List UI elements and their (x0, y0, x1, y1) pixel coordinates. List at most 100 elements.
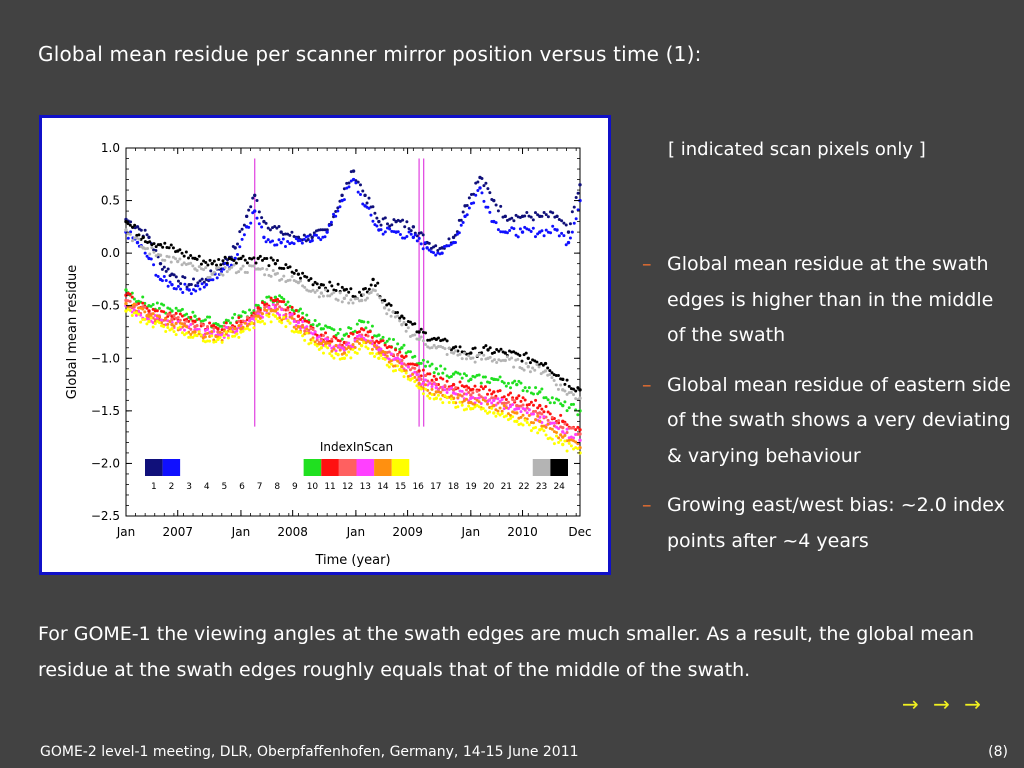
data-point (438, 247, 442, 251)
data-point (290, 305, 294, 309)
data-point (576, 208, 580, 212)
data-point (317, 236, 321, 240)
data-point (566, 230, 571, 234)
data-point (563, 382, 567, 386)
data-point (139, 320, 143, 324)
data-point (477, 400, 481, 404)
data-point (406, 375, 410, 379)
data-point (145, 233, 149, 237)
data-point (436, 393, 440, 397)
data-point (351, 301, 355, 305)
series-10 (124, 307, 582, 455)
data-point (576, 425, 580, 429)
data-point (365, 201, 369, 205)
data-point (155, 301, 159, 305)
data-point (326, 294, 330, 298)
data-point (264, 221, 268, 225)
data-point (276, 311, 280, 315)
data-point (191, 330, 195, 334)
data-point (381, 339, 385, 343)
data-point (465, 392, 468, 396)
legend-swatch (338, 459, 357, 476)
data-point (371, 205, 375, 209)
data-point (449, 242, 453, 246)
data-point (494, 414, 498, 418)
data-point (531, 218, 535, 222)
data-point (553, 215, 557, 219)
data-point (328, 352, 332, 356)
data-point (427, 241, 431, 245)
data-point (438, 252, 442, 256)
data-point (480, 351, 484, 355)
data-point (496, 228, 500, 232)
data-point (387, 337, 391, 341)
data-point (479, 385, 483, 389)
data-point (542, 210, 546, 214)
next-arrows-icon[interactable]: → → → (902, 692, 985, 716)
data-point (281, 237, 285, 241)
data-point (424, 373, 428, 377)
data-point (366, 334, 370, 338)
data-point (347, 301, 351, 305)
data-point (408, 350, 412, 354)
data-point (434, 367, 439, 371)
data-point (486, 205, 490, 209)
data-point (539, 362, 543, 366)
data-point (462, 351, 466, 355)
data-point (174, 275, 178, 279)
data-point (560, 231, 564, 235)
data-point (250, 311, 254, 315)
data-point (306, 234, 310, 238)
data-point (542, 234, 546, 238)
data-point (151, 307, 155, 311)
data-point (269, 256, 273, 260)
data-point (241, 329, 245, 333)
data-point (519, 415, 523, 419)
data-point (154, 254, 158, 258)
data-point (141, 307, 145, 311)
data-point (139, 245, 143, 249)
data-point (373, 343, 377, 347)
data-point (526, 364, 530, 369)
data-point (305, 325, 309, 329)
data-point (356, 190, 360, 194)
data-point (467, 354, 471, 358)
data-point (273, 261, 278, 266)
data-point (185, 331, 189, 335)
legend-label: 21 (501, 482, 512, 492)
data-point (265, 302, 269, 306)
data-point (342, 187, 346, 191)
data-point (566, 240, 571, 245)
data-point (490, 401, 494, 405)
data-point (128, 292, 132, 296)
data-point (419, 242, 423, 246)
data-point (471, 356, 475, 360)
data-point (195, 269, 199, 273)
legend-swatch (162, 459, 181, 476)
data-point (576, 447, 580, 451)
data-point (550, 437, 554, 441)
data-point (424, 383, 428, 387)
data-point (501, 215, 505, 219)
data-point (180, 331, 184, 335)
data-point (278, 294, 282, 298)
data-point (124, 288, 128, 292)
data-point (231, 316, 235, 320)
data-point (151, 312, 155, 316)
data-point (166, 322, 170, 326)
data-point (480, 191, 484, 195)
data-point (147, 235, 151, 240)
data-point (576, 413, 580, 417)
data-point (172, 330, 176, 334)
data-point (332, 328, 336, 332)
data-point (532, 403, 536, 407)
data-point (385, 354, 389, 358)
data-point (224, 321, 228, 325)
data-point (548, 401, 552, 405)
data-point (245, 271, 249, 275)
data-point (357, 341, 361, 345)
data-point (567, 406, 571, 410)
data-point (449, 394, 453, 398)
data-point (174, 257, 178, 261)
data-point (482, 184, 486, 188)
